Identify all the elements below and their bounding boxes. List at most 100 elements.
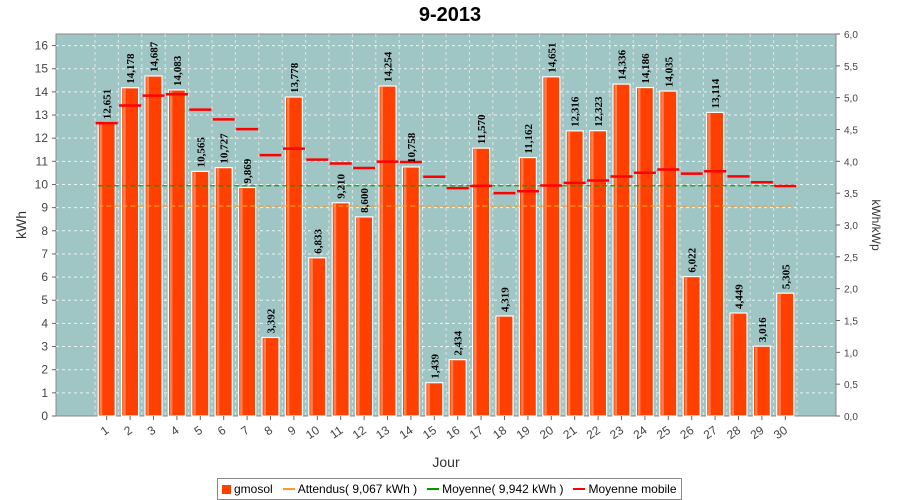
x-tick-label: 29 [748,423,767,442]
x-tick-label: 14 [397,423,416,442]
legend-item-attendus: Attendus( 9,067 kWh ) [282,482,418,496]
bar-highlight [731,313,734,416]
x-tick-label: 20 [537,423,556,442]
data-label: 13,114 [710,78,722,108]
x-tick-label: 13 [373,423,392,442]
legend-label: Moyenne( 9,942 kWh ) [442,482,564,496]
legend-label: gmosol [234,482,273,496]
data-label: 6,022 [687,247,699,272]
bar-highlight [146,76,149,416]
x-tick-label: 21 [560,423,579,442]
y2-tick-label: 0,0 [844,412,858,423]
y-tick-label: 10 [35,177,49,191]
data-label: 5,305 [780,264,792,289]
x-tick-label: 4 [168,423,182,438]
data-label: 8,600 [359,188,371,213]
bar-highlight [380,86,383,417]
legend-swatch [427,488,440,490]
x-tick-label: 27 [701,423,720,442]
data-label: 11,162 [523,123,535,153]
legend-label: Attendus( 9,067 kWh ) [297,482,418,496]
data-label: 11,570 [476,114,488,144]
bar-highlight [661,92,664,416]
bar-highlight [567,131,571,416]
legend-item-gmosol: gmosol [222,482,273,496]
x-tick-label: 26 [677,423,696,442]
x-axis-ticks: 1 2 3 4 5 6 7 8 9 10 11 12 13 14 15 16 17 18 19 20 21 22 23 24 2… [98,416,790,442]
legend-swatch [222,484,231,494]
data-label: 3,392 [266,308,278,333]
data-label: 1,439 [429,353,441,378]
data-label: 14,254 [383,51,395,82]
x-tick-label: 24 [631,423,650,442]
y2-tick-label: 0,5 [844,380,858,391]
data-label: 14,651 [546,43,558,73]
bars [97,75,795,417]
x-tick-label: 6 [215,423,229,438]
x-tick-label: 16 [443,423,462,442]
x-tick-label: 17 [467,423,486,442]
y-tick-label: 11 [36,154,49,168]
bar-highlight [427,383,430,416]
y-tick-label: 6 [41,270,48,284]
bar-highlight [99,124,103,417]
bar-highlight [357,217,360,416]
y-axis-label: kWh [13,211,29,239]
y2-tick-label: 3,0 [844,221,858,232]
bar-highlight [474,149,477,416]
y-tick-label: 7 [41,247,48,261]
x-tick-label: 2 [121,423,135,438]
data-label: 13,778 [289,62,301,93]
bar-highlight [637,88,641,417]
y-tick-label: 4 [41,316,48,330]
grid-lines [56,34,836,416]
legend-label: Moyenne mobile [588,482,677,496]
y-tick-label: 13 [35,108,49,122]
bar-highlight [216,168,220,416]
y-tick-label: 14 [35,85,49,99]
y-tick-label: 3 [41,340,48,354]
data-label: 3,016 [757,317,769,342]
data-label: 9,869 [242,158,254,183]
x-tick-label: 19 [514,423,533,442]
x-tick-label: 10 [303,423,322,442]
y2-tick-label: 5,0 [844,94,858,105]
data-label: 14,083 [172,55,184,86]
data-label: 14,186 [640,53,652,84]
bar-highlight [333,203,337,416]
y-tick-label: 1 [41,386,48,400]
x-tick-label: 18 [490,423,509,442]
data-label: 12,651 [102,89,114,119]
bar-highlight [123,88,126,417]
data-labels: 12,651 14,178 14,687 14,083 10,565 10,727 9,86… [102,41,793,378]
legend-swatch [573,488,586,490]
legend: gmosol Attendus( 9,067 kWh ) Moyenne( 9,… [217,478,682,500]
bar-highlight [684,277,688,416]
data-label: 12,316 [570,96,582,127]
bar-highlight [240,188,243,416]
x-tick-label: 23 [607,423,626,442]
y-tick-label: 8 [41,224,48,238]
data-label: 9,210 [336,174,348,199]
chart-title: 9-2013 [419,4,481,26]
data-label: 4,319 [500,287,512,312]
x-tick-label: 12 [350,423,369,442]
x-tick-label: 25 [654,423,673,442]
legend-item-moyenne-mobile: Moyenne mobile [573,482,677,496]
y2-tick-label: 4,0 [844,157,858,168]
y-tick-label: 0 [41,409,48,423]
reference-lines [95,92,797,207]
y2-tick-label: 1,5 [844,317,858,328]
data-label: 14,687 [149,41,161,72]
x-tick-label: 9 [285,423,299,438]
y-tick-label: 16 [35,39,49,53]
y2-tick-label: 1,0 [844,348,858,359]
y2-tick-label: 2,0 [844,285,858,296]
y-tick-label: 12 [35,131,49,145]
y2-axis-ticks: 0,0 0,5 1,0 1,5 2,0 2,5 3,0 3,5 4,0 4,5 5,0 5,5 6,0 [836,30,858,423]
legend-swatch [282,488,295,490]
bar-highlight [591,131,594,417]
bar-highlight [544,77,547,416]
bar-highlight [520,158,524,416]
bar-highlight [450,360,454,416]
